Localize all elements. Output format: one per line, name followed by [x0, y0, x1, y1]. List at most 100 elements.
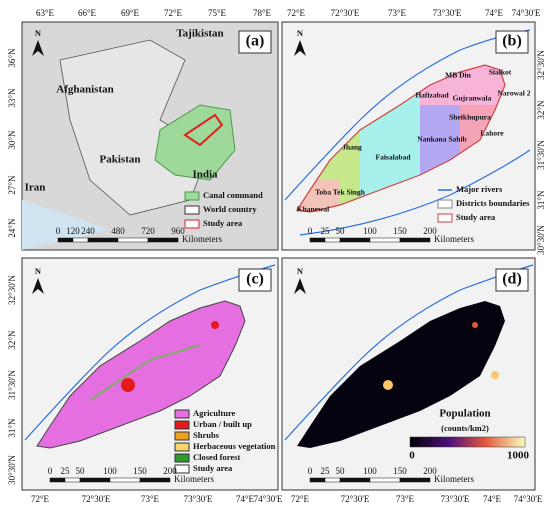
lat-label: 30°30'N	[7, 455, 17, 485]
lon-label: 75°E	[208, 8, 227, 18]
lon-label: 73°30'E	[433, 8, 462, 18]
scale-tick: 25	[321, 466, 331, 476]
district-label: Narowal 2	[498, 89, 531, 98]
scale-tick: 240	[81, 226, 95, 236]
lat-label: 27°N	[7, 175, 17, 195]
legend-label: Study area	[193, 463, 233, 473]
scale-tick: 25	[321, 226, 331, 236]
urban	[121, 378, 135, 392]
lon-label: 74°30'E	[514, 494, 543, 504]
country-label: Iran	[25, 182, 46, 194]
lat-label: 24°N	[7, 218, 17, 238]
lat-label: 31°N	[7, 418, 17, 438]
district-label: Sheikhupura	[449, 113, 491, 122]
river	[284, 264, 534, 441]
north-arrow	[32, 40, 44, 56]
district-label: Jhang	[342, 143, 362, 152]
legend-key	[174, 464, 190, 474]
scale-tick: 100	[103, 466, 117, 476]
panel-label: (a)	[246, 33, 265, 50]
lat-label: 32°30'N	[7, 275, 17, 305]
scale-tick: 100	[363, 226, 377, 236]
lon-label: 73°30'E	[441, 494, 470, 504]
city	[383, 380, 393, 390]
lat-label: 33°N	[7, 88, 17, 108]
scale-tick: 150	[133, 466, 147, 476]
scale-bar	[109, 477, 141, 483]
lat-label: 30°N	[7, 130, 17, 150]
colorbar-max: 1000	[507, 450, 530, 462]
lon-label: 69°E	[121, 8, 140, 18]
legend-label: World country	[203, 204, 257, 214]
legend-key	[174, 420, 190, 430]
lat-label: 30°30'N	[536, 225, 546, 255]
scale-bar	[339, 237, 371, 243]
scale-bar	[64, 477, 81, 483]
legend-label: Canal command	[203, 190, 263, 200]
district-label: Lahore	[480, 129, 504, 138]
lon-label: 74°E	[483, 494, 502, 504]
lon-label: 72°E	[291, 494, 310, 504]
district-label: Khanewal	[297, 205, 330, 214]
scale-tick: 150	[393, 226, 407, 236]
north-label: N	[297, 28, 304, 38]
lat-label: 32°N	[7, 330, 17, 350]
lat-label: 31°N	[536, 190, 546, 210]
scale-bar	[139, 477, 171, 483]
legend-key	[174, 431, 190, 441]
lon-label: 63°E	[36, 8, 55, 18]
legend-key	[184, 191, 200, 201]
legend-label: Study area	[456, 212, 496, 222]
lat-label: 36°N	[7, 48, 17, 68]
scale-tick: 0	[308, 466, 313, 476]
label-box	[495, 268, 529, 292]
herbaceous	[89, 344, 201, 401]
urban	[211, 321, 219, 329]
colorbar-min: 0	[409, 450, 415, 462]
district-label: Hafizabad	[415, 91, 449, 100]
north-label: N	[297, 266, 304, 276]
north-arrow	[32, 278, 44, 294]
scale-bar	[309, 237, 326, 243]
lon-label: 72°E	[287, 8, 306, 18]
scale-tick: 0	[48, 466, 53, 476]
legend-key	[174, 453, 190, 463]
scale-bar	[57, 237, 74, 243]
panel-label: (c)	[246, 271, 264, 288]
lon-label: 74°30'E	[512, 8, 541, 18]
scale-tick: 200	[423, 466, 437, 476]
label-box	[238, 268, 272, 292]
legend-key	[437, 213, 453, 223]
scale-unit: Kilometers	[182, 234, 222, 244]
scale-bar	[79, 477, 111, 483]
lat-label: 31°30'N	[7, 370, 17, 400]
scale-tick: 100	[363, 466, 377, 476]
district-label: Nankana Sahib	[417, 135, 466, 144]
lon-label: 73°30'E	[184, 494, 213, 504]
label-box	[238, 30, 272, 54]
scale-unit: Kilometers	[434, 474, 474, 484]
panel-label: (b)	[502, 33, 522, 50]
scale-tick: 0	[56, 226, 61, 236]
lon-label: 72°30'E	[341, 494, 370, 504]
scale-tick: 960	[171, 226, 185, 236]
north-label: N	[35, 28, 42, 38]
legend-label: Major rivers	[456, 184, 503, 194]
lat-label: 32°30'N	[536, 50, 546, 80]
district-label: Toba Tek Singh	[315, 188, 366, 197]
city	[472, 322, 478, 328]
legend-label: Herbaceous vegetation	[193, 441, 276, 451]
lon-label: 66°E	[78, 8, 97, 18]
scale-tick: 50	[336, 226, 346, 236]
scale-bar	[309, 477, 326, 483]
scale-tick: 50	[76, 466, 86, 476]
colorbar-unit: (counts/km2)	[441, 423, 489, 433]
study-area	[183, 113, 224, 147]
lon-label: 78°E	[253, 8, 272, 18]
legend-key	[174, 409, 190, 419]
district-label: Faisalabad	[375, 153, 411, 162]
scale-tick: 480	[111, 226, 125, 236]
scale-tick: 0	[308, 226, 313, 236]
lon-label: 72°E	[164, 8, 183, 18]
lat-label: 32°N	[536, 100, 546, 120]
